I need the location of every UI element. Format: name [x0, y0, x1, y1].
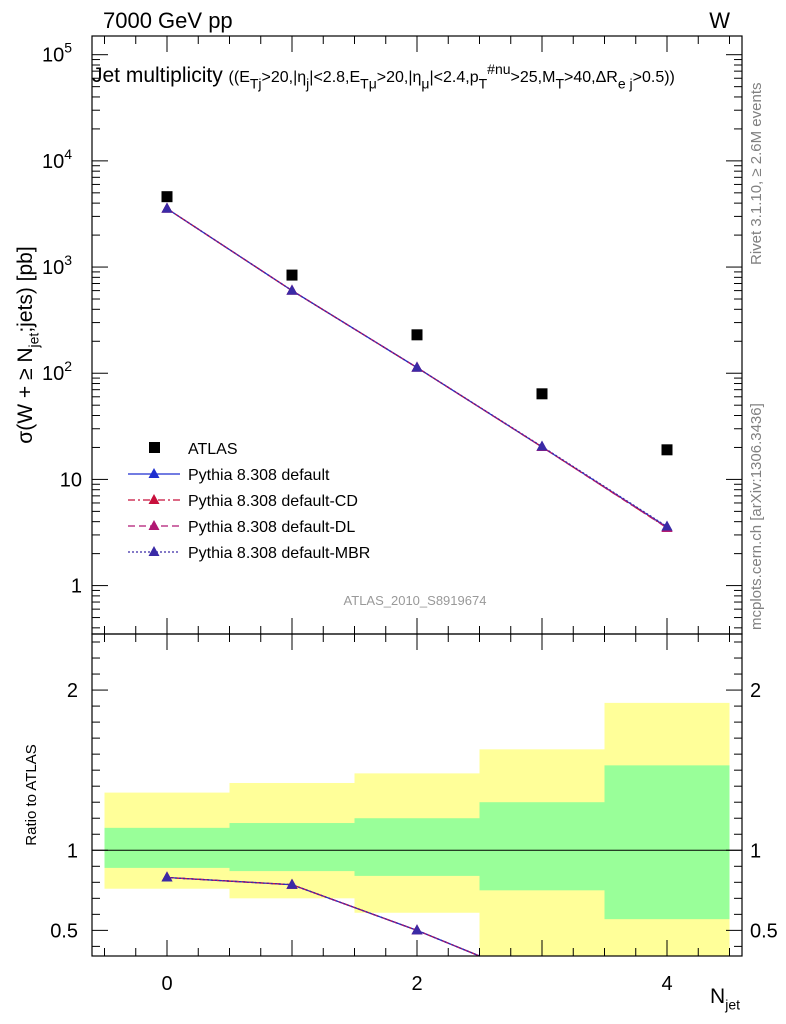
process-label: W	[709, 8, 730, 33]
legend-label: Pythia 8.308 default-MBR	[188, 545, 370, 562]
uncertainty-band-inner	[229, 823, 355, 872]
ratio-point	[286, 878, 298, 889]
legend-marker-atlas	[149, 442, 160, 453]
ratio-y-axis-label: Ratio to ATLAS	[23, 744, 40, 845]
data-point-mc	[161, 202, 173, 213]
ratio-point	[411, 924, 423, 935]
top-axis-ticks: 1 10 102 103 104 105	[42, 36, 742, 634]
mcplots-label: mcplots.cern.ch [arXiv:1306.3436]	[748, 403, 765, 630]
y-axis-label: σ(W + ≥ Njet​;jets) [pb]	[14, 246, 42, 443]
ratio-y-tick-label: 0.5	[50, 920, 78, 942]
legend-marker-mc	[148, 546, 160, 556]
data-point-atlas	[161, 191, 173, 203]
legend-label: Pythia 8.308 default-DL	[188, 519, 355, 536]
x-tick-label: 4	[661, 973, 672, 995]
x-axis-label: Njet​	[710, 985, 740, 1013]
y-tick-label: 10	[60, 469, 82, 491]
ratio-axis-ticks: 0.5 0.5 1 1 2 2 0 2 4	[50, 634, 778, 995]
data-point-mc	[661, 520, 673, 531]
legend-marker-mc	[148, 468, 160, 478]
top-data-layer	[161, 191, 673, 532]
ratio-y-tick-label: 1	[67, 840, 78, 862]
ratio-y-tick-label: 1	[750, 840, 761, 862]
legend-label: ATLAS	[188, 441, 238, 458]
ratio-point	[161, 871, 173, 882]
legend-label: Pythia 8.308 default	[188, 467, 330, 484]
ratio-data-layer	[92, 702, 742, 957]
x-tick-label: 0	[161, 973, 172, 995]
watermark: ATLAS_2010_S8919674	[344, 593, 487, 608]
uncertainty-band-inner	[104, 827, 230, 868]
legend-marker-mc	[148, 520, 160, 530]
ratio-panel: 0.5 0.5 1 1 2 2 0 2 4 Ratio to ATLAS Njet​	[23, 633, 778, 1013]
legend-marker-mc	[148, 494, 160, 504]
y-tick-label: 1	[71, 576, 82, 598]
data-point-mc	[286, 284, 298, 295]
data-point-mc	[536, 440, 548, 451]
data-point-mc	[411, 361, 423, 372]
legend: ATLAS Pythia 8.308 default Pythia 8.308 de…	[128, 441, 370, 562]
ratio-line	[166, 876, 480, 957]
y-tick-label: 103	[42, 252, 72, 279]
y-tick-label: 104	[42, 146, 72, 173]
energy-label: 7000 GeV pp	[103, 8, 233, 33]
rivet-label: Rivet 3.1.10, ≥ 2.6M events	[748, 83, 765, 266]
x-tick-label: 2	[411, 973, 422, 995]
uncertainty-band-inner	[604, 765, 730, 920]
ratio-y-tick-label: 2	[750, 680, 761, 702]
uncertainty-band-inner	[354, 818, 480, 876]
ratio-y-tick-label: 2	[67, 680, 78, 702]
data-point-atlas	[661, 444, 673, 456]
cross-section-panel: 1 10 102 103 104 105 Jet multiplicity ((ETj​>…	[14, 35, 743, 635]
data-point-atlas	[411, 329, 423, 341]
y-tick-label: 105	[42, 40, 72, 67]
plot-title: Jet multiplicity ((ETj​>20,|ηj​|<2.8,ETμ…	[92, 61, 675, 92]
series-line	[166, 208, 668, 529]
uncertainty-band-inner	[479, 802, 605, 891]
data-point-atlas	[536, 388, 548, 400]
ratio-y-tick-label: 0.5	[750, 920, 778, 942]
y-tick-label: 102	[42, 358, 72, 385]
data-point-atlas	[286, 269, 298, 281]
legend-label: Pythia 8.308 default-CD	[188, 493, 358, 510]
